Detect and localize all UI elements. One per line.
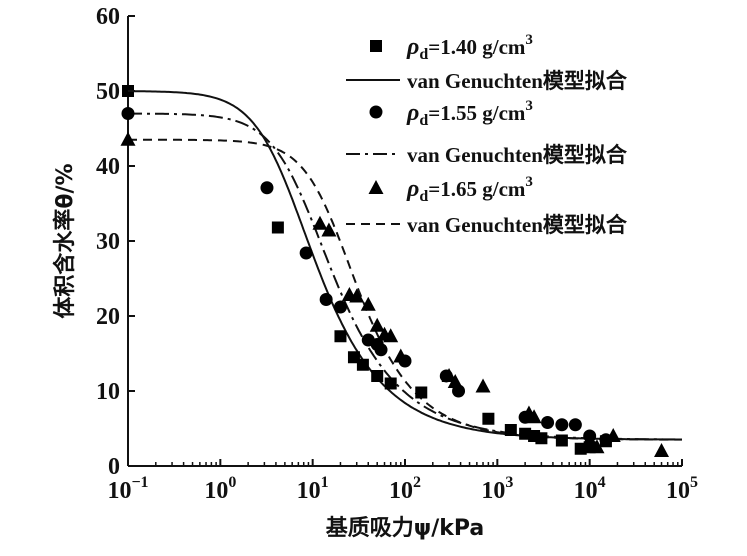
triangle-marker (582, 431, 598, 446)
legend-label-3: ρd=1.55 g/cm3 (406, 98, 533, 129)
y-tick-label: 10 (96, 379, 120, 405)
x-tick-label: 103 (481, 474, 513, 504)
triangle-marker (321, 222, 337, 237)
square-marker (535, 432, 548, 445)
triangle-marker (383, 328, 399, 343)
circle-marker (541, 416, 555, 429)
square-marker (356, 358, 369, 371)
data-markers (120, 85, 670, 457)
square-marker (555, 434, 568, 447)
circle-marker (319, 293, 333, 306)
legend-label-6: van Genuchten模型拟合 (407, 213, 628, 237)
square-marker (334, 330, 347, 343)
legend: ρd=1.40 g/cm3 van Genuchten模型拟合 ρd=1.55 g/… (346, 32, 628, 237)
legend-square-symbol (370, 40, 382, 52)
triangle-marker (441, 368, 457, 382)
circle-marker (299, 246, 313, 260)
square-marker (415, 386, 428, 399)
legend-label-2: van Genuchten模型拟合 (407, 69, 628, 93)
circle-marker (555, 418, 569, 432)
circle-marker (333, 300, 347, 314)
triangle-marker (589, 439, 605, 454)
triangle-marker (475, 378, 491, 393)
circle-marker (374, 343, 388, 357)
triangle-marker (654, 443, 670, 457)
circle-marker (260, 181, 274, 195)
y-tick-label: 0 (108, 454, 120, 480)
y-tick-label: 40 (96, 154, 120, 180)
x-tick-label: 100 (204, 474, 236, 504)
triangle-marker (312, 215, 328, 230)
circle-marker (121, 107, 135, 120)
square-marker (371, 370, 384, 382)
y-tick-label: 20 (96, 304, 120, 330)
axes: 0 10 20 30 40 50 60 10−1 100 101 102 103 104 105 (96, 4, 698, 504)
triangle-marker (393, 348, 409, 363)
fit-curve-3 (128, 138, 682, 441)
y-tick-label: 60 (96, 4, 120, 30)
circle-marker (568, 418, 582, 432)
square-marker (482, 412, 495, 425)
legend-triangle-symbol (368, 180, 384, 194)
x-tick-label: 10−1 (107, 474, 148, 504)
triangle-marker (369, 317, 385, 332)
triangle-marker (360, 296, 376, 311)
y-tick-label: 50 (96, 79, 120, 105)
x-tick-label: 102 (389, 474, 421, 504)
square-marker (384, 377, 397, 390)
legend-label-5: ρd=1.65 g/cm3 (406, 174, 533, 205)
square-marker (504, 424, 517, 436)
x-tick-label: 105 (666, 474, 698, 504)
triangle-marker (349, 288, 365, 303)
x-tick-label: 104 (574, 474, 606, 504)
x-tick-label: 101 (297, 474, 329, 504)
legend-label-1: ρd=1.40 g/cm3 (406, 32, 533, 63)
square-marker (271, 221, 284, 234)
legend-circle-symbol (369, 105, 383, 119)
triangle-marker (605, 428, 621, 442)
triangle-marker (120, 131, 136, 146)
triangle-marker (447, 374, 463, 388)
triangle-marker (526, 409, 542, 424)
y-tick-label: 30 (96, 229, 120, 255)
x-axis-title: 基质吸力ψ/kPa (326, 516, 485, 541)
y-axis-title: 体积含水率θ/% (52, 163, 78, 318)
legend-label-4: van Genuchten模型拟合 (407, 143, 628, 167)
